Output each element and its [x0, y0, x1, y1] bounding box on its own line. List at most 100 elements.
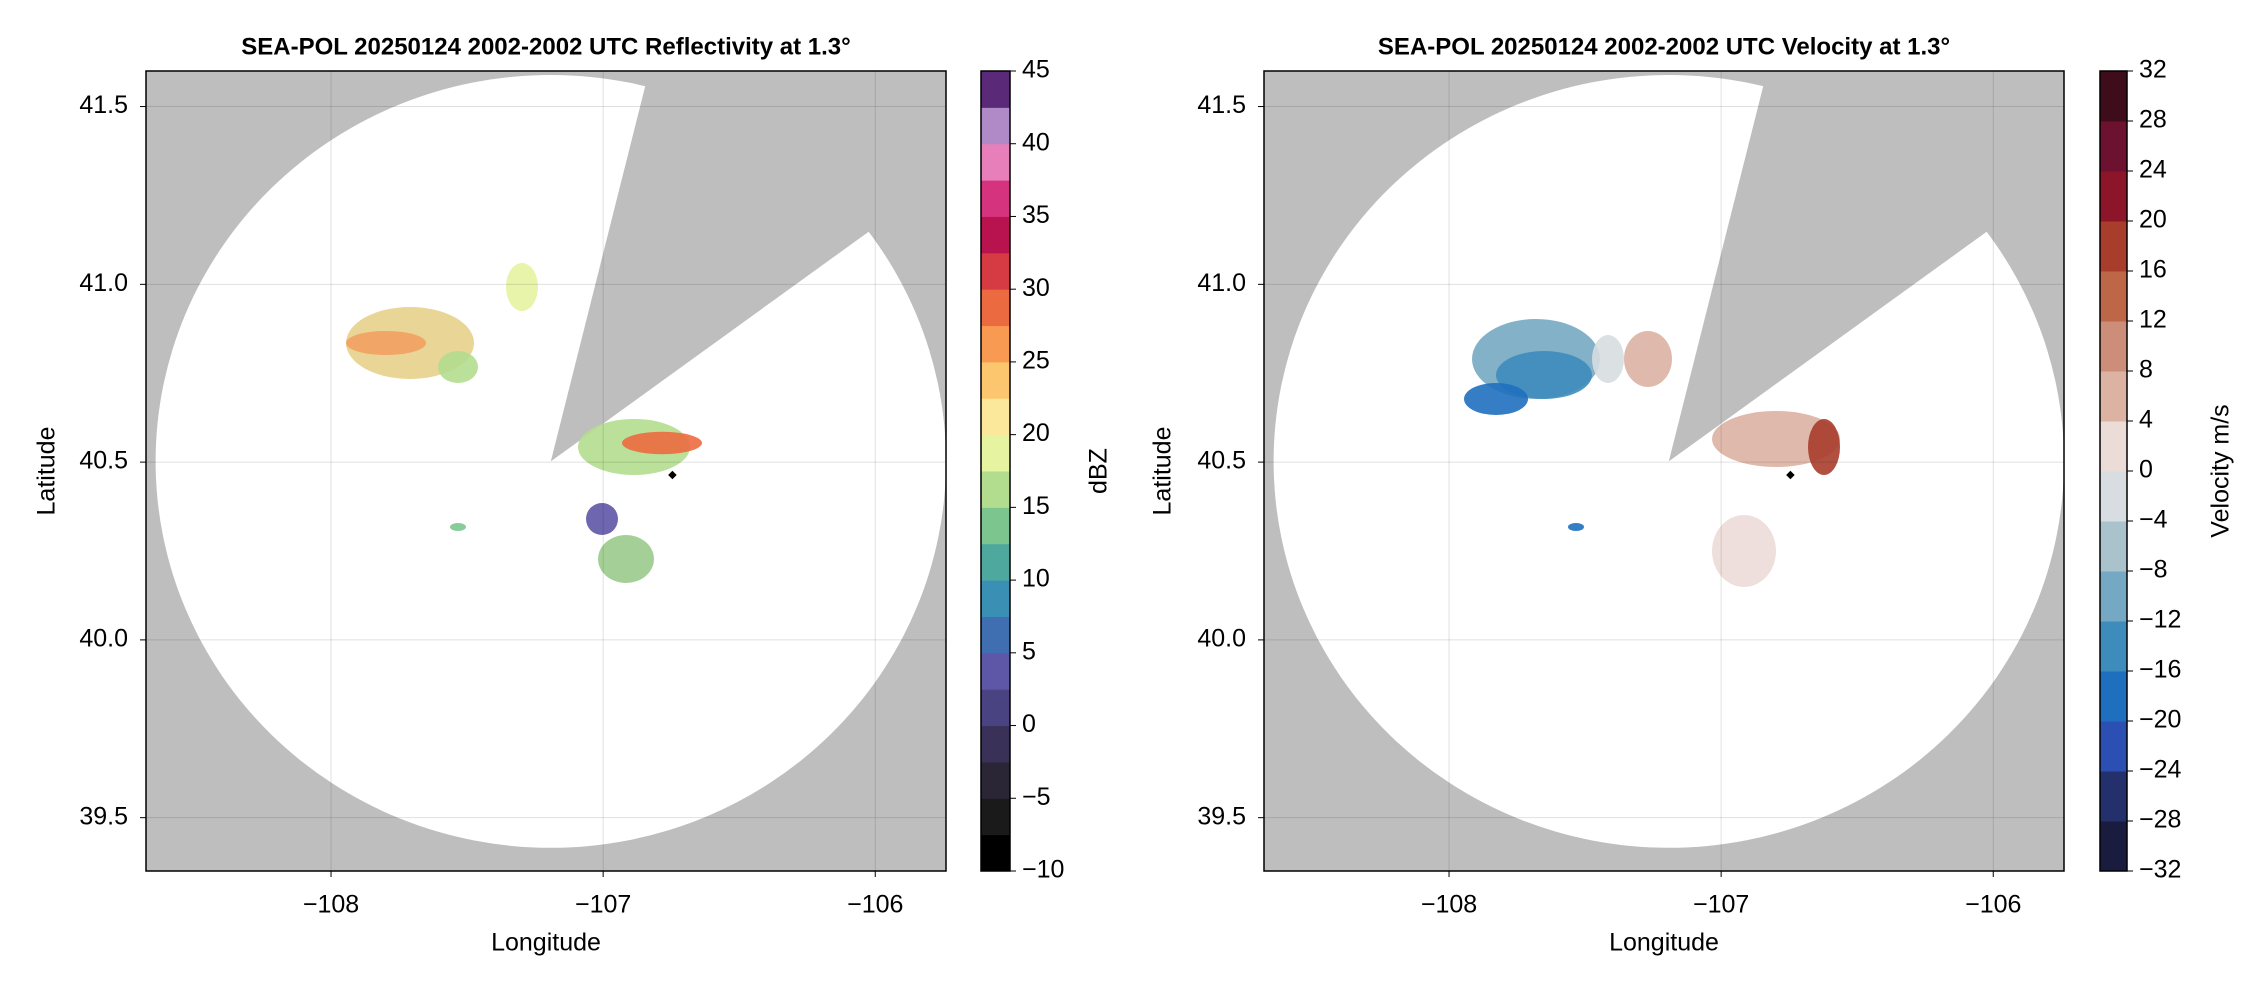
- colorbar-tick-label: 12: [2139, 306, 2167, 334]
- colorbar-segment: [981, 652, 1010, 690]
- colorbar-tick-label: −16: [2139, 656, 2181, 684]
- y-tick-label: 41.5: [79, 91, 128, 119]
- colorbar-segment: [2100, 171, 2127, 222]
- colorbar-tick-label: −5: [1022, 783, 1051, 811]
- y-axis-label: Latitude: [1149, 427, 1177, 516]
- colorbar-segment: [2100, 71, 2127, 122]
- colorbar-segment: [2100, 771, 2127, 822]
- plot-area: [1264, 71, 2064, 871]
- echo: [506, 263, 538, 311]
- colorbar-tick-label: −10: [1022, 856, 1064, 884]
- colorbar-segment: [2100, 671, 2127, 722]
- colorbar-tick-label: −32: [2139, 856, 2181, 884]
- colorbar-tick-label: 0: [2139, 456, 2153, 484]
- echo: [1808, 419, 1840, 475]
- echo: [450, 523, 466, 531]
- colorbar-segment: [2100, 521, 2127, 572]
- colorbar-segment: [981, 471, 1010, 508]
- echo: [1464, 383, 1528, 415]
- x-tick-label: −108: [303, 891, 359, 919]
- colorbar-segment: [981, 71, 1010, 108]
- colorbar-segment: [2100, 821, 2127, 872]
- colorbar-segment: [2100, 221, 2127, 272]
- chart-title: SEA-POL 20250124 2002-2002 UTC Reflectiv…: [241, 33, 850, 60]
- chart-title: SEA-POL 20250124 2002-2002 UTC Velocity …: [1378, 33, 1950, 60]
- colorbar-segment: [2100, 621, 2127, 672]
- axes-frame: [1263, 70, 2065, 872]
- y-tick-label: 39.5: [1197, 802, 1246, 830]
- colorbar-tick-label: 5: [1022, 637, 1036, 665]
- colorbar-label: Velocity m/s: [2207, 404, 2235, 537]
- echo: [438, 351, 478, 383]
- x-axis-label: Longitude: [491, 929, 601, 957]
- colorbar-tick-label: 8: [2139, 356, 2153, 384]
- colorbar-tick-label: −24: [2139, 756, 2182, 784]
- colorbar-label: dBZ: [1085, 448, 1113, 494]
- echo: [1568, 523, 1584, 531]
- colorbar-tick-label: 10: [1022, 565, 1050, 593]
- colorbar-tick-label: −8: [2139, 556, 2168, 584]
- echo: [622, 431, 702, 455]
- blocked-sector: [1668, 71, 2064, 462]
- colorbar-segment: [981, 725, 1010, 763]
- colorbar-segment: [981, 834, 1010, 872]
- y-tick-label: 40.0: [79, 624, 128, 652]
- colorbar-segment: [2100, 271, 2127, 322]
- radar-site-marker: [1786, 470, 1795, 480]
- plot-area: [146, 71, 946, 871]
- echo: [1712, 411, 1840, 467]
- colorbar-tick-label: 20: [2139, 206, 2167, 234]
- x-tick-label: −106: [847, 891, 903, 919]
- echo: [1624, 331, 1672, 387]
- colorbar-segment: [2100, 121, 2127, 172]
- colorbar-segment: [981, 434, 1010, 472]
- colorbar-segment: [2100, 321, 2127, 372]
- colorbar-segment: [981, 507, 1010, 545]
- radar-site-marker: [668, 470, 677, 480]
- colorbar-segment: [981, 798, 1010, 836]
- x-tick-label: −108: [1421, 891, 1477, 919]
- colorbar-segment: [981, 180, 1010, 217]
- colorbar-tick-label: 28: [2139, 106, 2167, 134]
- colorbar-segment: [981, 107, 1010, 145]
- colorbar-tick-label: 32: [2139, 56, 2167, 84]
- echo: [1592, 335, 1624, 383]
- colorbar-segment: [2100, 721, 2127, 772]
- colorbar-tick-label: 25: [1022, 347, 1050, 375]
- y-tick-label: 41.0: [79, 269, 128, 297]
- x-tick-label: −107: [1693, 891, 1749, 919]
- colorbar-segment: [981, 143, 1010, 181]
- colorbar-segment: [981, 361, 1010, 399]
- colorbar-tick-label: 30: [1022, 274, 1050, 302]
- colorbar-tick-label: 4: [2139, 406, 2153, 434]
- colorbar-segment: [981, 289, 1010, 327]
- y-tick-label: 41.5: [1197, 91, 1246, 119]
- echo: [586, 503, 618, 535]
- x-tick-label: −107: [575, 891, 631, 919]
- colorbar-segment: [2100, 421, 2127, 472]
- colorbar-tick-label: 15: [1022, 492, 1050, 520]
- colorbar-tick-label: −12: [2139, 606, 2181, 634]
- colorbar-tick-label: 40: [1022, 128, 1050, 156]
- colorbar-tick-label: 0: [1022, 710, 1036, 738]
- colorbar-segment: [981, 543, 1010, 581]
- colorbar-frame: [980, 70, 1011, 872]
- echo: [1712, 515, 1776, 587]
- colorbar-tick-label: −20: [2139, 706, 2181, 734]
- y-tick-label: 39.5: [79, 802, 128, 830]
- echo: [1496, 351, 1592, 399]
- colorbar-tick-label: −4: [2139, 506, 2168, 534]
- colorbar-tick-label: 20: [1022, 419, 1050, 447]
- y-tick-label: 40.0: [1197, 624, 1246, 652]
- colorbar-segment: [981, 580, 1010, 617]
- colorbar-segment: [981, 252, 1010, 290]
- x-tick-label: −106: [1965, 891, 2021, 919]
- colorbar-segment: [981, 689, 1010, 727]
- y-tick-label: 41.0: [1197, 269, 1246, 297]
- colorbar-segment: [981, 761, 1010, 799]
- y-tick-label: 40.5: [79, 447, 128, 475]
- echo: [598, 535, 654, 583]
- colorbar-segment: [981, 398, 1010, 436]
- colorbar-segment: [981, 216, 1010, 254]
- colorbar-tick-label: 16: [2139, 256, 2167, 284]
